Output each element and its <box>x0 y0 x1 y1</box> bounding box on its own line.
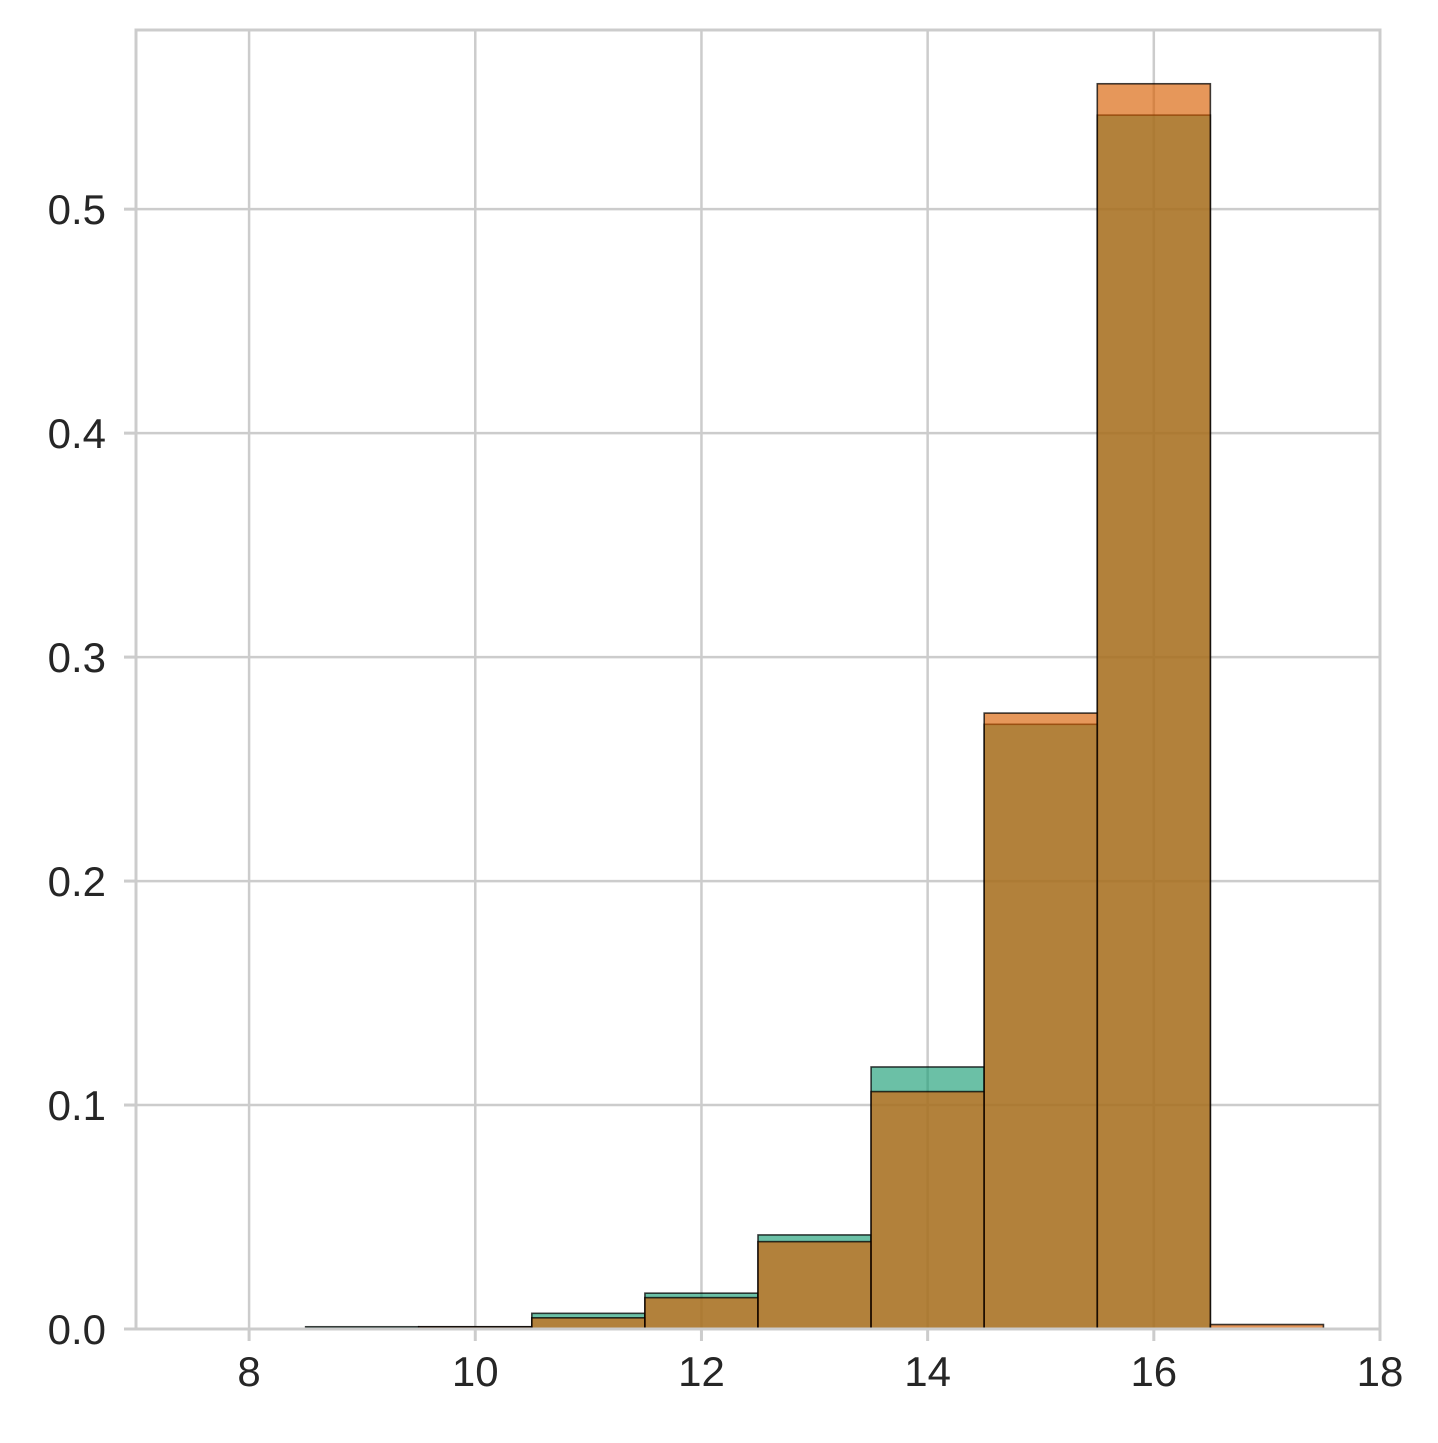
x-tick-label: 16 <box>1130 1348 1177 1395</box>
y-tick-label: 0.5 <box>48 186 106 233</box>
y-tick-label: 0.3 <box>48 634 106 681</box>
histogram-bar <box>757 1240 872 1330</box>
plot-frame <box>134 28 1382 1331</box>
x-tick-label: 12 <box>678 1348 725 1395</box>
histogram-bar <box>531 1317 646 1330</box>
histogram-bar <box>983 712 1099 1330</box>
x-tick-label: 18 <box>1357 1348 1404 1395</box>
x-tick-label: 8 <box>237 1348 260 1395</box>
x-tick-label: 10 <box>452 1348 499 1395</box>
y-tick-label: 0.4 <box>48 410 106 457</box>
axis-ticks <box>124 207 1382 1341</box>
histogram-bar <box>1096 82 1212 1330</box>
series-2-bars <box>417 82 1325 1330</box>
y-tick-label: 0.2 <box>48 858 106 905</box>
y-tick-label: 0.1 <box>48 1082 106 1129</box>
y-tick-label: 0.0 <box>48 1306 106 1353</box>
histogram-bar <box>870 1090 985 1330</box>
histogram-bar <box>644 1296 759 1330</box>
histogram-bars <box>304 82 1325 1330</box>
tick-labels: 8 10 12 14 16 18 0.0 0.1 0.2 0.3 0.4 0.5 <box>48 186 1404 1395</box>
x-tick-label: 14 <box>904 1348 951 1395</box>
